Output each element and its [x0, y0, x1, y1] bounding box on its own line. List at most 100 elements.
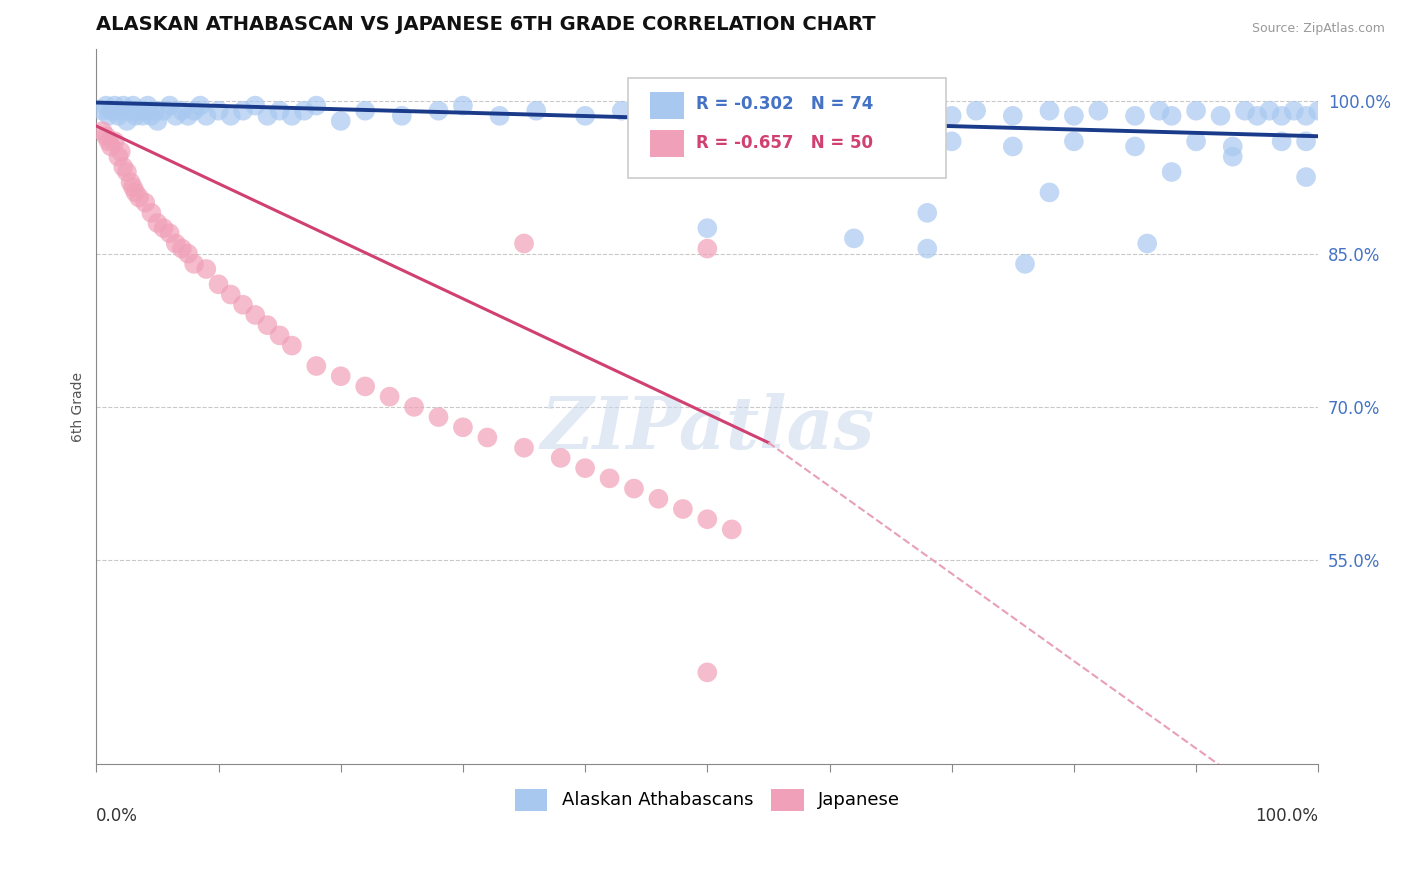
Point [965, 103, 987, 118]
Point [1123, 109, 1146, 123]
Point [1308, 103, 1330, 118]
Point [378, 390, 401, 404]
Point [122, 98, 145, 112]
Point [818, 139, 841, 153]
Point [574, 461, 596, 475]
Point [1087, 103, 1109, 118]
Point [488, 109, 510, 123]
Point [136, 98, 159, 112]
Point [170, 242, 193, 256]
Point [354, 379, 377, 393]
Point [219, 287, 242, 301]
Point [354, 103, 377, 118]
Point [188, 98, 211, 112]
Point [1123, 139, 1146, 153]
Point [124, 186, 146, 200]
Point [94, 98, 117, 112]
Text: Source: ZipAtlas.com: Source: ZipAtlas.com [1251, 22, 1385, 36]
Point [1038, 186, 1060, 200]
Point [451, 420, 474, 434]
Point [879, 109, 901, 123]
Point [623, 482, 645, 496]
Point [110, 145, 132, 159]
Point [256, 109, 278, 123]
Point [120, 103, 142, 118]
Legend: Alaskan Athabascans, Japanese: Alaskan Athabascans, Japanese [506, 780, 910, 820]
Point [195, 262, 218, 277]
Point [524, 103, 547, 118]
Point [1001, 139, 1024, 153]
Point [672, 502, 695, 516]
Point [1222, 139, 1244, 153]
Point [112, 160, 135, 174]
Point [1295, 170, 1317, 185]
Point [696, 221, 718, 235]
Point [128, 190, 150, 204]
Point [141, 109, 163, 123]
Point [143, 103, 166, 118]
Point [107, 109, 129, 123]
Point [183, 257, 205, 271]
Point [941, 134, 963, 148]
Point [256, 318, 278, 333]
Point [112, 98, 135, 112]
Point [110, 103, 132, 118]
Point [207, 277, 229, 292]
Point [232, 298, 254, 312]
Point [165, 109, 187, 123]
Point [305, 359, 328, 373]
Point [1001, 109, 1024, 123]
Point [91, 103, 114, 118]
Point [610, 103, 633, 118]
Point [329, 114, 352, 128]
Point [170, 103, 193, 118]
Point [97, 134, 120, 148]
Point [1038, 103, 1060, 118]
Point [146, 216, 169, 230]
Point [207, 103, 229, 118]
Point [477, 430, 499, 444]
Point [141, 206, 163, 220]
Point [1209, 109, 1232, 123]
Point [696, 242, 718, 256]
Point [1233, 103, 1256, 118]
Point [1136, 236, 1159, 251]
Point [1258, 103, 1281, 118]
Point [269, 103, 291, 118]
Point [917, 206, 939, 220]
Point [574, 109, 596, 123]
Point [134, 195, 156, 210]
Point [94, 129, 117, 144]
Point [391, 109, 413, 123]
Point [1063, 109, 1085, 123]
Point [1160, 109, 1182, 123]
Point [100, 139, 122, 153]
Point [1295, 109, 1317, 123]
Point [917, 103, 939, 118]
Point [720, 522, 742, 536]
Point [269, 328, 291, 343]
Bar [650, 92, 685, 119]
Point [1185, 103, 1208, 118]
Point [245, 98, 267, 112]
Point [232, 103, 254, 118]
Point [292, 103, 315, 118]
Point [696, 160, 718, 174]
Point [120, 175, 142, 189]
Point [124, 109, 146, 123]
Point [115, 165, 138, 179]
Point [146, 114, 169, 128]
Point [159, 226, 181, 240]
Point [165, 236, 187, 251]
Point [1185, 134, 1208, 148]
Text: 0.0%: 0.0% [97, 807, 138, 825]
Point [696, 665, 718, 680]
Point [134, 103, 156, 118]
Point [128, 103, 150, 118]
Point [427, 410, 450, 425]
Point [599, 471, 621, 485]
Point [794, 109, 817, 123]
Point [758, 103, 780, 118]
Point [842, 103, 865, 118]
Point [132, 109, 155, 123]
